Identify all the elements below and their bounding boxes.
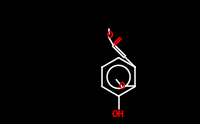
Text: O: O [106,31,113,40]
Text: O: O [119,82,125,91]
Text: OH: OH [112,110,125,119]
